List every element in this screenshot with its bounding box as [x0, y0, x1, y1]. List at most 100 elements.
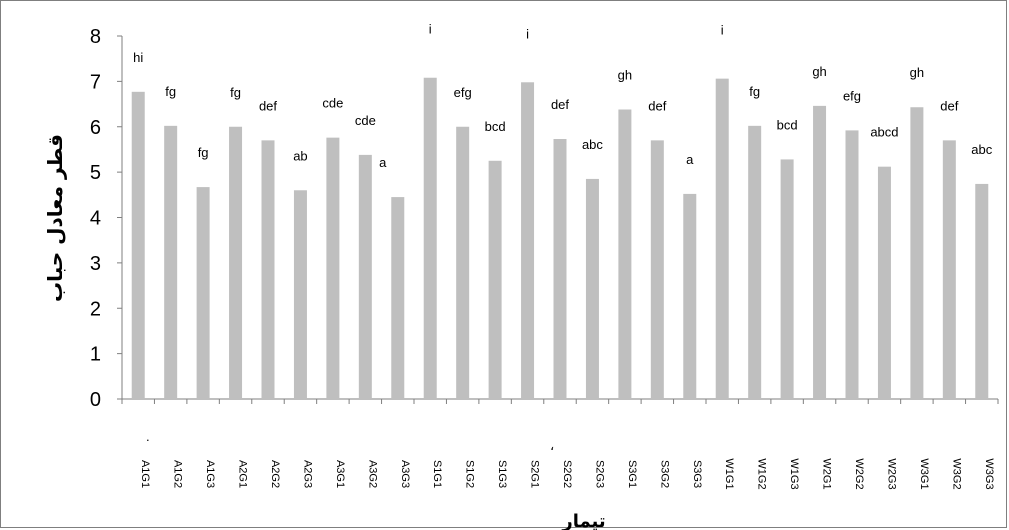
bar	[391, 197, 405, 399]
bar	[910, 107, 924, 400]
y-tick-label: 5	[90, 162, 101, 184]
x-category-label: A3G3	[399, 460, 411, 488]
bar	[845, 130, 859, 399]
bar	[585, 178, 599, 399]
bar	[553, 139, 567, 399]
bar	[164, 125, 178, 399]
bar-significance-label: i	[721, 23, 724, 38]
bar-significance-label: abc	[971, 142, 992, 157]
x-category-label: W3G2	[950, 458, 962, 489]
x-category-label: S3G2	[658, 460, 670, 488]
y-tick-label: 4	[90, 208, 101, 230]
bar	[261, 140, 275, 400]
bar	[358, 154, 372, 399]
bar-significance-label: abcd	[870, 125, 898, 140]
x-category-label: A3G2	[366, 460, 378, 488]
y-tick-label: 6	[90, 117, 101, 139]
y-tick-label: 1	[90, 344, 101, 366]
bar	[683, 193, 697, 399]
x-category-label: S3G1	[626, 460, 638, 488]
bar-significance-label: a	[686, 152, 694, 167]
bar-significance-label: def	[259, 98, 277, 113]
bar-significance-label: gh	[910, 65, 924, 80]
bar	[748, 125, 762, 399]
x-category-label: S3G3	[691, 460, 703, 488]
bar	[488, 160, 502, 399]
x-category-label: A3G1	[334, 460, 346, 488]
bar	[456, 126, 470, 399]
bar-significance-label: def	[648, 98, 666, 113]
bar	[521, 82, 535, 399]
x-category-label: S1G1	[431, 460, 443, 488]
x-category-label: W3G1	[918, 458, 930, 489]
x-category-label: A1G3	[204, 460, 216, 488]
x-category-label: W2G1	[821, 458, 833, 489]
bar-significance-label: efg	[454, 85, 472, 100]
bar	[326, 137, 340, 399]
x-category-label: A1G1	[139, 460, 151, 488]
x-category-label: S1G3	[496, 460, 508, 488]
y-tick-label: 3	[90, 253, 101, 275]
bar-significance-label: hi	[133, 50, 143, 65]
x-axis-title: تیمار	[561, 511, 605, 530]
chart-category-labels: A1G1 A1G2 A1G3 A2G1 A2G2 A2G3 A3G1 A3G2 A3G3 S1G1…	[139, 458, 995, 489]
bar-significance-label: def	[551, 97, 569, 112]
y-tick-label: 7	[90, 71, 101, 93]
bar	[715, 78, 729, 399]
bar-significance-label: cde	[355, 113, 376, 128]
bar	[131, 91, 145, 399]
y-tick-label: 0	[90, 389, 101, 411]
bar-significance-label: ab	[293, 148, 307, 163]
bar	[780, 159, 794, 399]
x-category-label: W2G3	[885, 458, 897, 489]
x-category-label: W1G1	[723, 458, 735, 489]
bar-significance-label: abc	[582, 137, 603, 152]
x-category-label: A2G2	[269, 460, 281, 488]
bar-significance-label: bcd	[485, 119, 506, 134]
x-category-label: A1G2	[172, 460, 184, 488]
stray-dot: .	[146, 429, 150, 444]
bar-significance-label: gh	[618, 68, 632, 83]
bar	[813, 105, 827, 399]
bar-significance-label: def	[940, 98, 958, 113]
bar-significance-label: cde	[322, 96, 343, 111]
x-category-label: S2G2	[561, 460, 573, 488]
x-category-label: S1G2	[464, 460, 476, 488]
bar-significance-label: bcd	[777, 117, 798, 132]
chart-axes: 0 1 2 3 4 5 6 7 8	[90, 26, 999, 411]
bar-significance-label: i	[526, 26, 529, 41]
x-category-label: A2G1	[237, 460, 249, 488]
bar-significance-label: fg	[165, 84, 176, 99]
bar-significance-label: fg	[230, 85, 241, 100]
x-category-label: W3G3	[983, 458, 995, 489]
bar	[975, 183, 989, 399]
bar	[423, 77, 437, 400]
bar	[618, 109, 632, 399]
bar	[877, 166, 891, 399]
x-category-label: S2G1	[529, 460, 541, 488]
bar-significance-label: efg	[843, 88, 861, 103]
bar-significance-label: i	[429, 22, 432, 37]
y-tick-label: 2	[90, 298, 101, 320]
bar-significance-label: gh	[812, 64, 826, 79]
x-category-label: W1G3	[788, 458, 800, 489]
bar	[293, 190, 307, 399]
x-category-label: S2G3	[593, 460, 605, 488]
bar-significance-label: a	[379, 155, 387, 170]
bar	[650, 140, 664, 400]
bar-significance-label: fg	[749, 84, 760, 99]
x-category-label: W1G2	[756, 458, 768, 489]
bar	[196, 187, 210, 399]
x-category-label: W2G2	[853, 458, 865, 489]
x-category-label: A2G3	[301, 460, 313, 488]
y-tick-label: 8	[90, 26, 101, 48]
bar	[942, 140, 956, 400]
bar-significance-label: fg	[198, 145, 209, 160]
chart-bars	[131, 77, 989, 400]
y-axis-title: قطر معادل حباب	[43, 134, 67, 302]
bar	[229, 126, 243, 399]
stray-comma: ،	[550, 438, 554, 453]
